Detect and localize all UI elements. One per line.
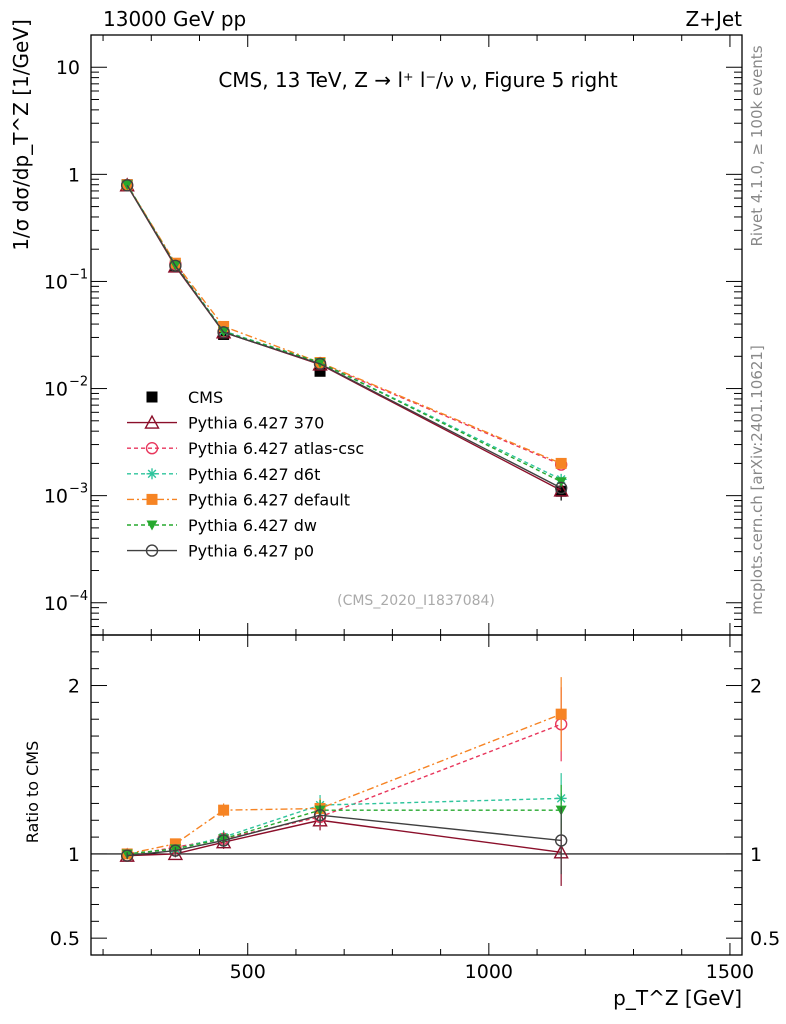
- process-label: Z+Jet: [685, 7, 742, 31]
- series-point-5: [217, 326, 230, 339]
- y-tick-label: 10: [56, 57, 80, 79]
- ratio-tick-label-right: 0.5: [750, 928, 780, 950]
- ratio-tick-label: 0.5: [50, 928, 80, 950]
- series-point-4: [121, 180, 133, 191]
- series-point-5: [120, 179, 134, 192]
- y-tick-label: 10: [44, 379, 68, 401]
- x-axis-label: p_T^Z [GeV]: [613, 986, 742, 1010]
- series-point-5: [169, 259, 182, 272]
- ratio-point-3: [218, 804, 230, 816]
- legend-label-5: Pythia 6.427 p0: [188, 542, 314, 561]
- ratio-tick-label-right: 1: [750, 844, 762, 866]
- y-tick-label-exponent: −1: [69, 267, 88, 282]
- legend-label-4: Pythia 6.427 dw: [188, 516, 317, 535]
- analysis-id-label: (CMS_2020_I1837084): [337, 593, 495, 609]
- ratio-line-1: [127, 723, 562, 857]
- series-point-0: [553, 482, 569, 497]
- series-point-3: [555, 457, 567, 469]
- legend-label-0: Pythia 6.427 370: [188, 414, 324, 433]
- cms-data-point: [555, 485, 567, 497]
- legend-label-1: Pythia 6.427 atlas-csc: [188, 439, 364, 458]
- ratio-point-5: [169, 844, 182, 857]
- x-tick-label: 500: [230, 961, 266, 983]
- main-series-layer: [119, 177, 569, 501]
- ratio-plot-frame: [90, 634, 743, 956]
- legend: CMS Pythia 6.427 370 Pythia 6.427 atlas-cs…: [127, 388, 364, 561]
- x-tick-label: 1500: [706, 961, 754, 983]
- ratio-point-3: [555, 708, 567, 720]
- legend-marker-5: [145, 544, 159, 557]
- chart-title: CMS, 13 TeV, Z → l⁺ l⁻/ν ν, Figure 5 rig…: [218, 68, 618, 92]
- y-tick-label: 10: [44, 486, 68, 508]
- legend-marker-1: [145, 442, 159, 455]
- ratio-tick-label: 2: [68, 676, 80, 698]
- legend-marker-4: [146, 520, 158, 531]
- y-tick-label: 1: [68, 164, 80, 186]
- legend-marker-cms: [146, 391, 158, 403]
- series-point-5: [313, 357, 327, 371]
- ratio-tick-label-right: 2: [750, 676, 762, 698]
- ratio-axis-label: Ratio to CMS: [23, 741, 42, 843]
- legend-marker-3: [146, 493, 158, 505]
- ratio-point-5: [120, 849, 134, 862]
- x-tick-label: 1000: [465, 961, 513, 983]
- series-line-5: [126, 184, 562, 489]
- y-tick-label-exponent: −2: [69, 375, 88, 390]
- y-tick-label: 10: [44, 271, 68, 293]
- ratio-point-3: [169, 838, 181, 850]
- ratio-point-5: [313, 809, 327, 822]
- ratio-point-0: [167, 845, 184, 861]
- legend-label-2: Pythia 6.427 d6t: [188, 465, 320, 484]
- cms-data-point: [314, 365, 326, 377]
- y-tick-label: 10: [44, 593, 68, 615]
- legend-marker-2: [146, 468, 158, 480]
- y-axis-label: 1/σ dσ/dp_T^Z [1/GeV]: [9, 19, 33, 251]
- ratio-series-layer: [119, 677, 569, 886]
- rivet-version-label: Rivet 4.1.0, ≥ 100k events: [748, 45, 766, 246]
- legend-marker-0: [144, 414, 160, 429]
- legend-label-cms: CMS: [188, 388, 223, 407]
- ratio-axis-ticks: 500 1000 1500 0.5 0.5 1 1 2 2: [50, 635, 780, 983]
- ratio-point-5: [554, 834, 568, 847]
- legend-label-3: Pythia 6.427 default: [188, 490, 350, 509]
- y-tick-label-exponent: −4: [69, 589, 88, 604]
- ratio-tick-label: 1: [68, 844, 80, 866]
- series-point-4: [314, 358, 326, 369]
- mcplots-label: mcplots.cern.ch [arXiv:2401.10621]: [748, 345, 766, 615]
- energy-label: 13000 GeV pp: [103, 7, 246, 31]
- ratio-point-5: [217, 834, 230, 847]
- star-stroke: [147, 469, 157, 479]
- series-point-5: [554, 481, 568, 495]
- y-tick-label-exponent: −3: [69, 482, 88, 497]
